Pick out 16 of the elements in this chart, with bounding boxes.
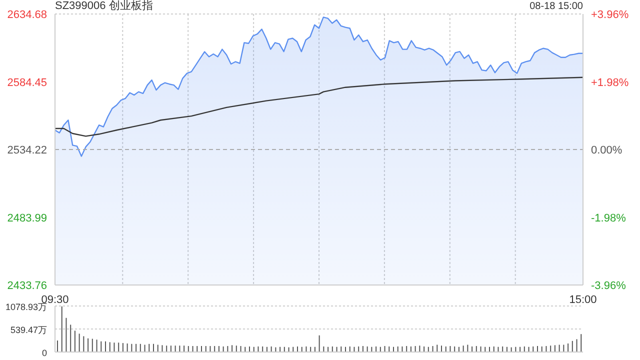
y-tick-label: 2534.22: [7, 144, 47, 156]
y-tick-label: 539.47万: [10, 325, 47, 335]
y2-tick-label: +1.98%: [591, 76, 629, 89]
y2-tick-label: +3.96%: [591, 9, 629, 21]
y2-tick-label: -1.98%: [591, 212, 626, 224]
y-tick-label: 2433.76: [7, 280, 47, 292]
x-tick-label: 15:00: [569, 294, 597, 306]
line-series: [54, 76, 584, 137]
y-tick-label: 2483.99: [7, 212, 47, 224]
y-tick-label: 2634.68: [7, 9, 47, 21]
text: 08-18 15:00: [530, 0, 583, 13]
y-tick-label: 2584.45: [7, 76, 47, 89]
chart-title: SZ399006 创业板指: [55, 0, 153, 13]
y-tick-label: 0: [42, 348, 47, 358]
y2-tick-label: 0.00%: [591, 144, 622, 156]
y2-tick-label: -3.96%: [591, 280, 626, 292]
